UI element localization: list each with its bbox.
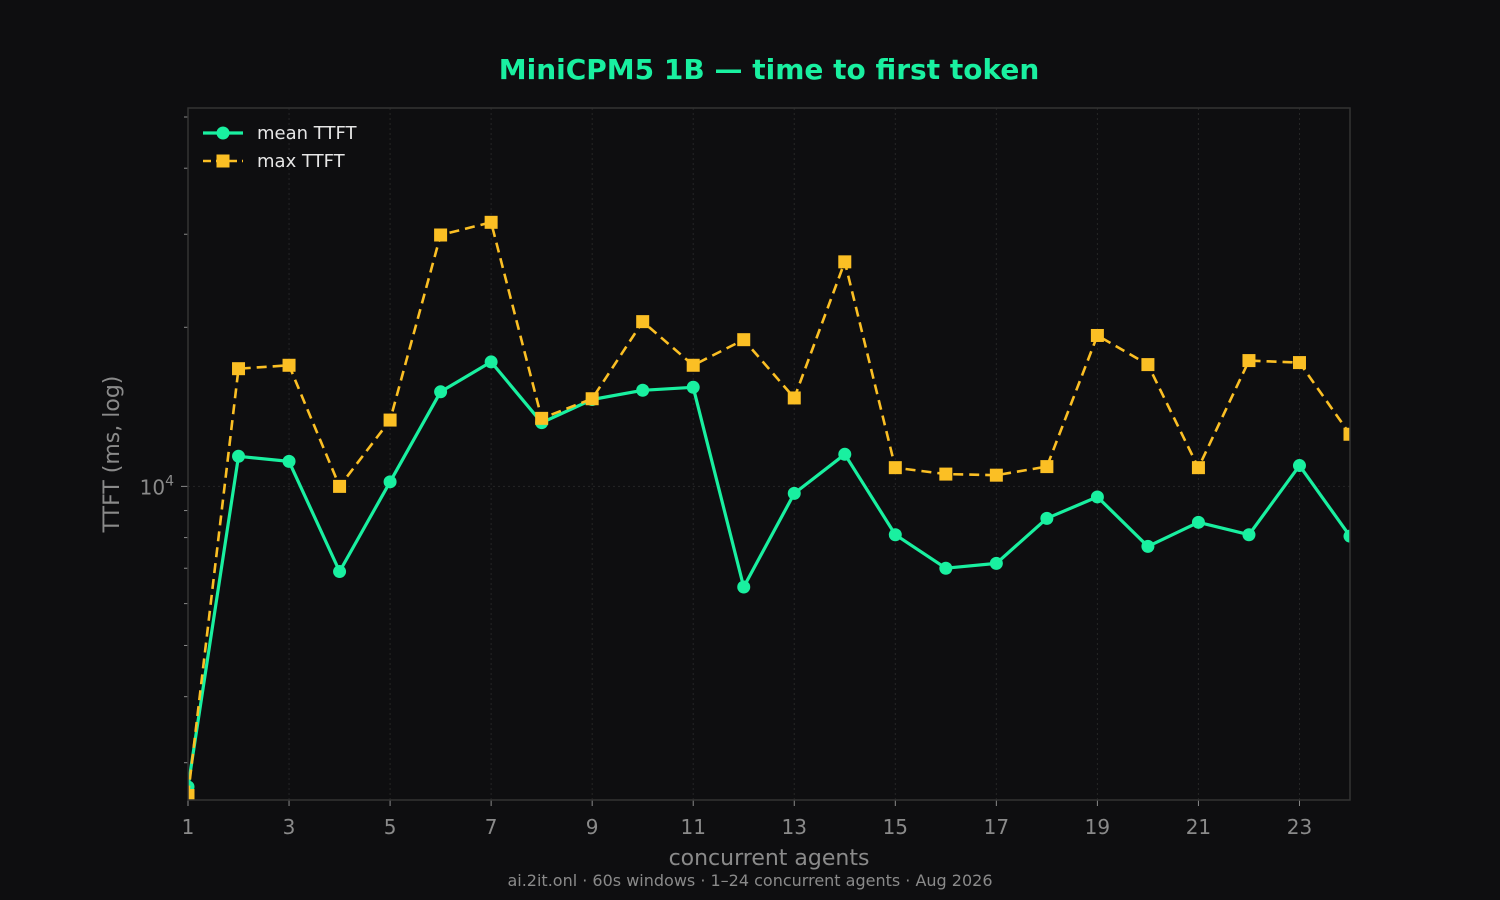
x-tick-label: 3 [283,815,296,839]
y-tick-label: 104 [140,473,174,499]
data-point [838,447,852,461]
data-point [989,556,1003,570]
plot-frame [187,107,1351,801]
data-point [1090,328,1104,342]
y-axis-label: TTFT (ms, log) [100,376,125,534]
x-tick-label: 19 [1085,815,1110,839]
chart-title: MiniCPM5 1B — time to first token [499,53,1040,86]
x-axis-label: concurrent agents [669,846,870,871]
footer-note: ai.2it.onl · 60s windows · 1–24 concurre… [507,871,992,890]
data-point [1090,490,1104,504]
legend-marker [216,154,230,168]
legend-marker [216,126,230,140]
data-point [787,391,801,405]
x-tick-label: 9 [586,815,599,839]
data-point [888,461,902,475]
legend-label: max TTFT [257,151,346,172]
legend-label: mean TTFT [257,123,357,144]
series-line [188,221,1350,796]
x-tick-label: 5 [384,815,397,839]
data-point [535,411,549,425]
data-point [232,362,246,376]
data-point [383,413,397,427]
data-point [1343,427,1350,441]
data-point [333,479,347,493]
data-point [484,355,498,369]
data-point [838,255,852,269]
x-tick-label: 17 [984,815,1009,839]
data-point [939,561,953,575]
data-point [1292,459,1306,473]
data-point [434,385,448,399]
x-tick-label: 15 [883,815,908,839]
data-point [333,565,347,579]
series-layer [188,215,1350,800]
data-point [737,333,751,347]
data-point [1040,511,1054,525]
legend: mean TTFT max TTFT [203,123,357,172]
y-ticks: 104 [140,473,188,499]
x-tick-label: 1 [182,815,195,839]
data-point [787,486,801,500]
data-point [1191,461,1205,475]
data-point [1191,515,1205,529]
data-point [939,467,953,481]
data-point [737,580,751,594]
x-tick-label: 13 [782,815,807,839]
data-point [888,528,902,542]
data-point [1040,460,1054,474]
data-point [282,454,296,468]
series-line [188,360,1350,788]
data-point [585,392,599,406]
x-tick-label: 23 [1287,815,1312,839]
data-point [1292,356,1306,370]
data-point [636,315,650,329]
data-point [1141,539,1155,553]
grid [187,108,1350,800]
x-tick-label: 11 [680,815,705,839]
data-point [989,468,1003,482]
data-point [636,383,650,397]
series-max [188,215,1350,800]
data-point [282,358,296,372]
data-point [686,358,700,372]
data-point [1242,528,1256,542]
data-point [686,380,700,394]
x-tick-label: 21 [1186,815,1211,839]
data-point [484,215,498,229]
data-point [1242,354,1256,368]
data-point [188,789,195,800]
x-tick-label: 7 [485,815,498,839]
data-point [232,449,246,463]
data-point [1141,358,1155,372]
x-ticks: 1 3 5 7 9 11 13 15 17 19 21 23 [182,800,1312,839]
data-point [434,228,448,242]
data-point [383,475,397,489]
data-point [1343,529,1350,543]
